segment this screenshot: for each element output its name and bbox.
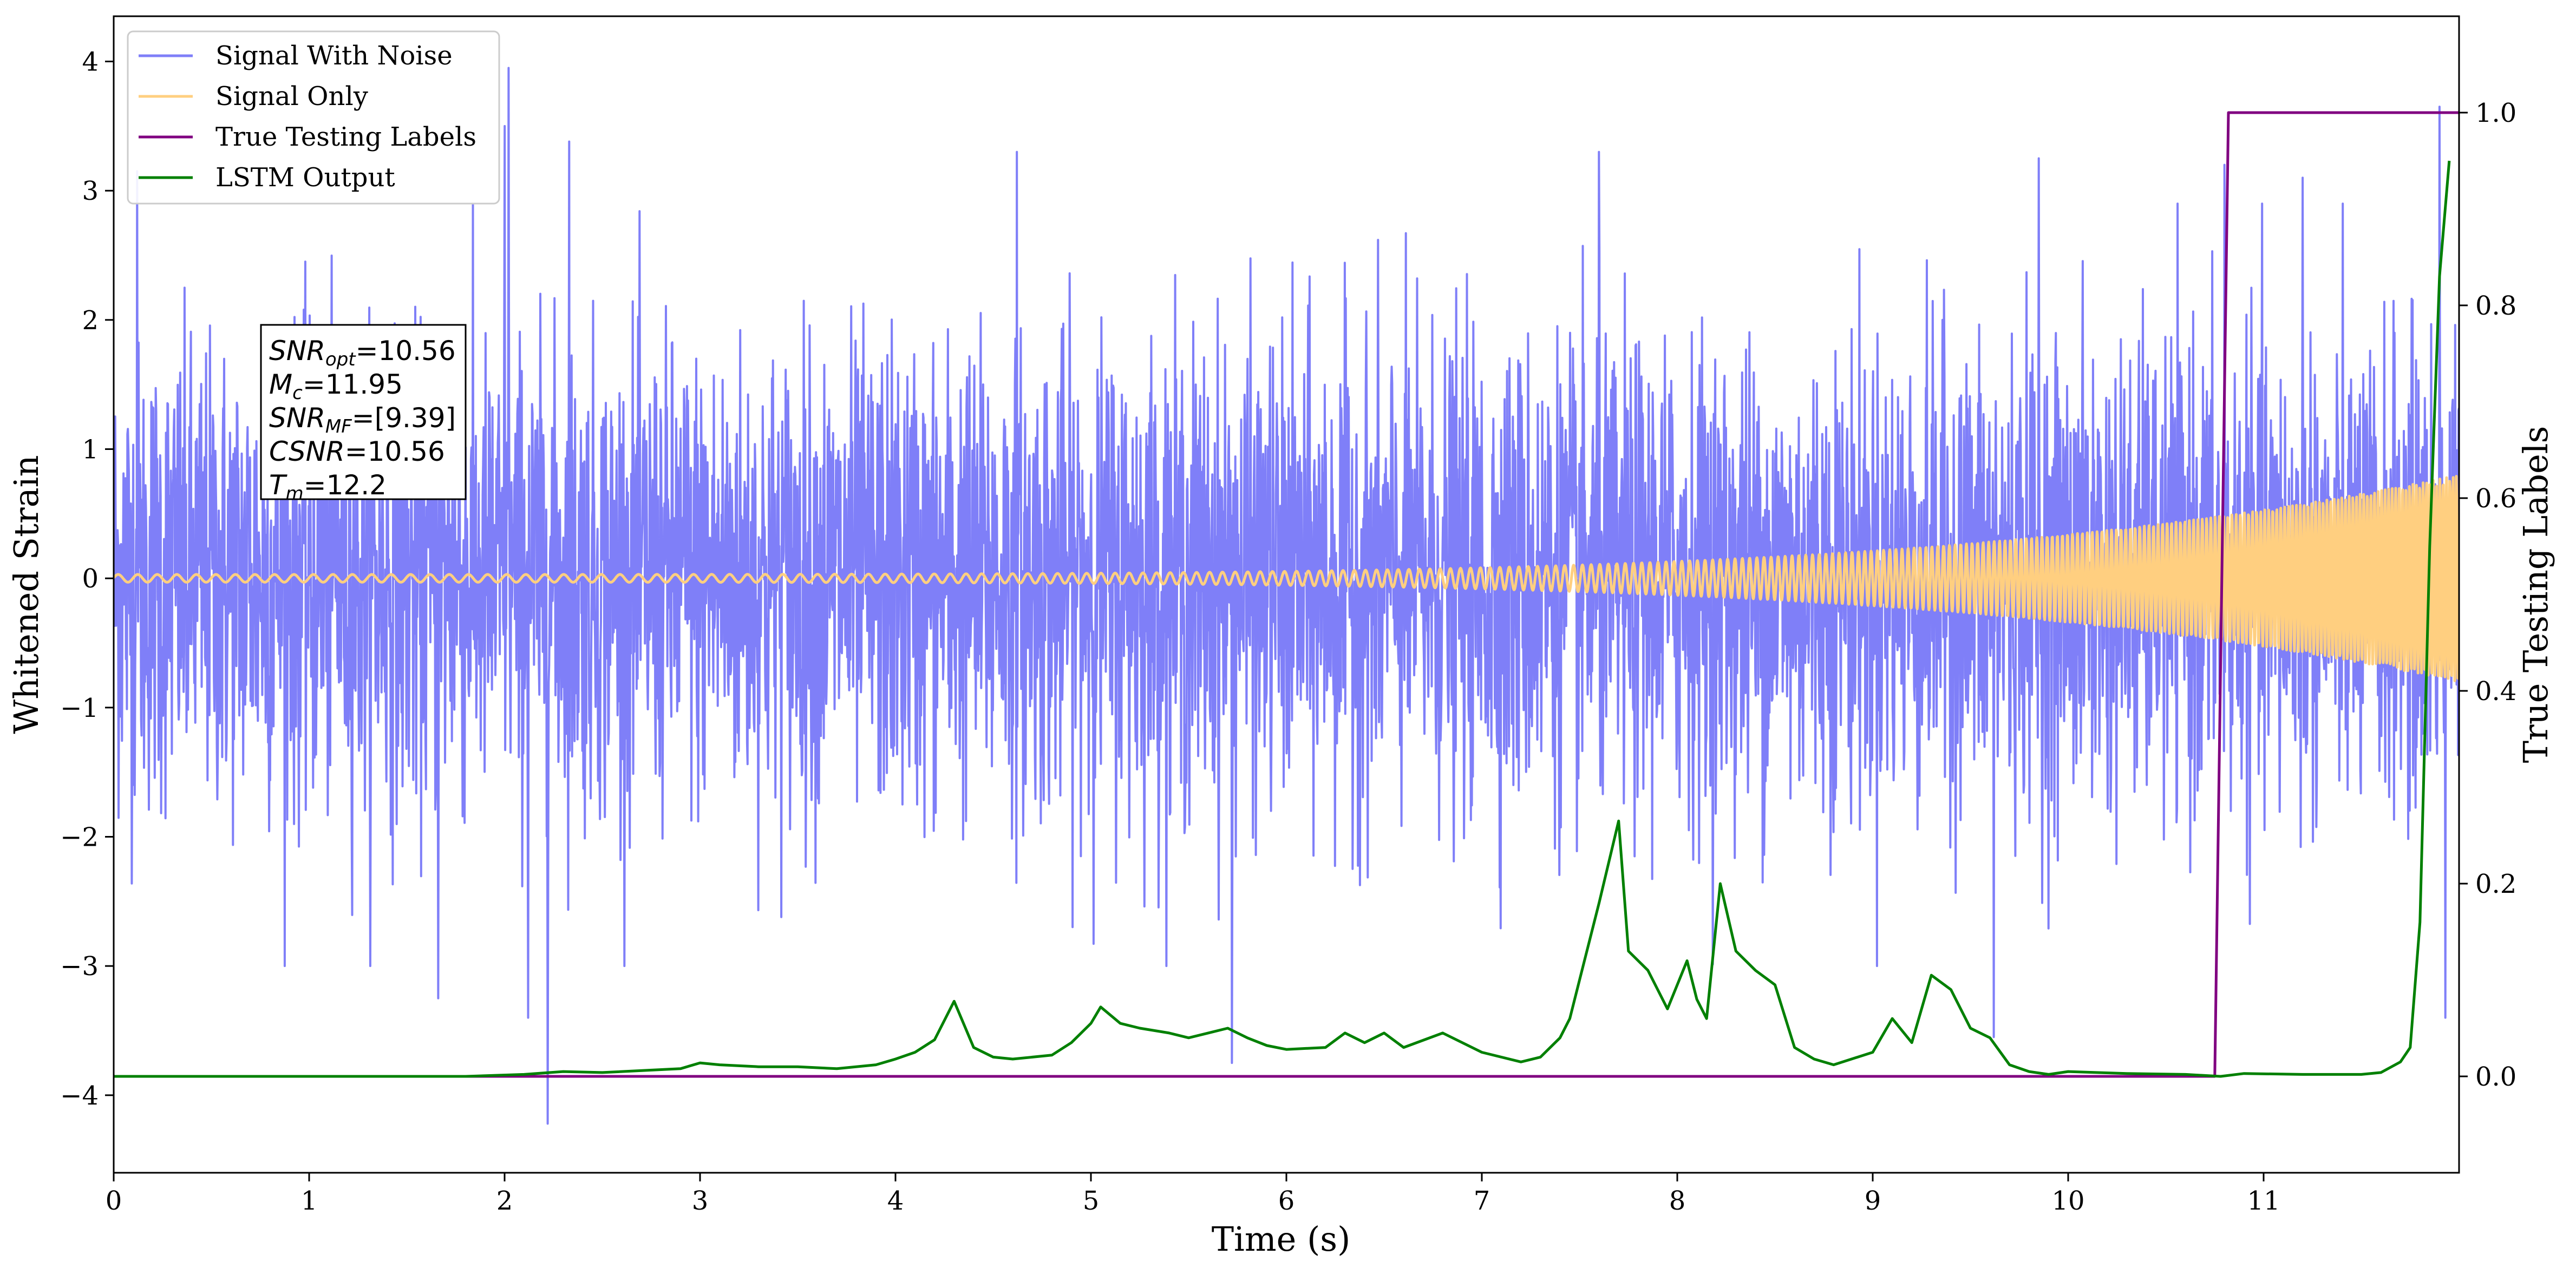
- series-line-lstm-output: [114, 160, 2451, 1078]
- series-line-signal-only: [114, 475, 2459, 682]
- annotation-line-mc: Mc=11.95: [269, 369, 403, 404]
- y-axis-label-right: True Testing Labels: [2516, 426, 2555, 763]
- y-tick-label-left: 4: [82, 47, 99, 77]
- series-line-true-testing-labels: [114, 111, 2459, 1078]
- x-tick-label: 3: [692, 1186, 709, 1216]
- legend-entry: Signal Only: [139, 81, 368, 112]
- legend-entry: Signal With Noise: [139, 41, 453, 71]
- x-tick-label: 7: [1474, 1186, 1490, 1216]
- legend-entry: LSTM Output: [139, 162, 395, 193]
- annotation-line-snr-opt: SNRopt=10.56: [269, 335, 456, 370]
- legend-label: LSTM Output: [215, 162, 395, 193]
- x-tick-label: 9: [1865, 1186, 1881, 1216]
- y-tick-label-left: 2: [82, 305, 99, 336]
- y-tick-label-left: 3: [82, 176, 99, 206]
- legend-label: True Testing Labels: [215, 122, 476, 152]
- parameter-annotation: SNRopt=10.56 Mc=11.95 SNRMF=[9.39] CSNR=…: [260, 324, 467, 505]
- y-tick-label-right: 0.6: [2475, 484, 2516, 514]
- x-axis-label: Time (s): [1212, 1219, 1351, 1259]
- x-tick-label: 2: [496, 1186, 513, 1216]
- y-tick-label-right: 0.8: [2475, 291, 2516, 321]
- annotation-line-csnr: CSNR=10.56: [269, 436, 445, 467]
- series-layer: [114, 67, 2459, 1125]
- x-tick-label: 10: [2051, 1186, 2084, 1216]
- legend: Signal With Noise Signal Only True Testi…: [127, 30, 500, 205]
- annotation-line-tm: Tm=12.2: [269, 469, 387, 505]
- y-tick-label-right: 1.0: [2475, 98, 2516, 128]
- x-tick-label: 8: [1669, 1186, 1686, 1216]
- x-tick-label: 4: [887, 1186, 904, 1216]
- x-tick-label: 0: [106, 1186, 122, 1216]
- legend-label: Signal Only: [215, 81, 368, 112]
- y-tick-label-right: 0.2: [2475, 869, 2516, 899]
- legend-box: [127, 30, 500, 205]
- x-tick-label: 1: [301, 1186, 318, 1216]
- x-tick-label: 5: [1083, 1186, 1100, 1216]
- y-tick-label-left: −1: [60, 693, 99, 723]
- y-tick-label-left: −2: [60, 822, 99, 852]
- ticks-layer: 0 1 2 3 4 5 6 7 8 9 10 11 −4 −3 −2 −1 0 1 2 3 4 0.0 0.2 0.4 0.6 0…: [60, 47, 2516, 1216]
- annotation-line-snr-mf: SNRMF=[9.39]: [269, 402, 456, 437]
- x-tick-label: 11: [2247, 1186, 2280, 1216]
- y-tick-label-left: 0: [82, 564, 99, 594]
- y-tick-label-right: 0.0: [2475, 1062, 2516, 1092]
- legend-label: Signal With Noise: [215, 41, 453, 71]
- series-line-signal-with-noise: [114, 67, 2459, 1125]
- x-tick-label: 6: [1278, 1186, 1295, 1216]
- annotation-box: [260, 324, 467, 500]
- y-axis-label-left: Whitened Strain: [6, 455, 46, 734]
- legend-entry: True Testing Labels: [139, 122, 476, 152]
- y-tick-label-left: −3: [60, 951, 99, 982]
- y-tick-label-right: 0.4: [2475, 676, 2516, 707]
- y-tick-label-left: −4: [60, 1081, 99, 1111]
- y-tick-label-left: 1: [82, 435, 99, 465]
